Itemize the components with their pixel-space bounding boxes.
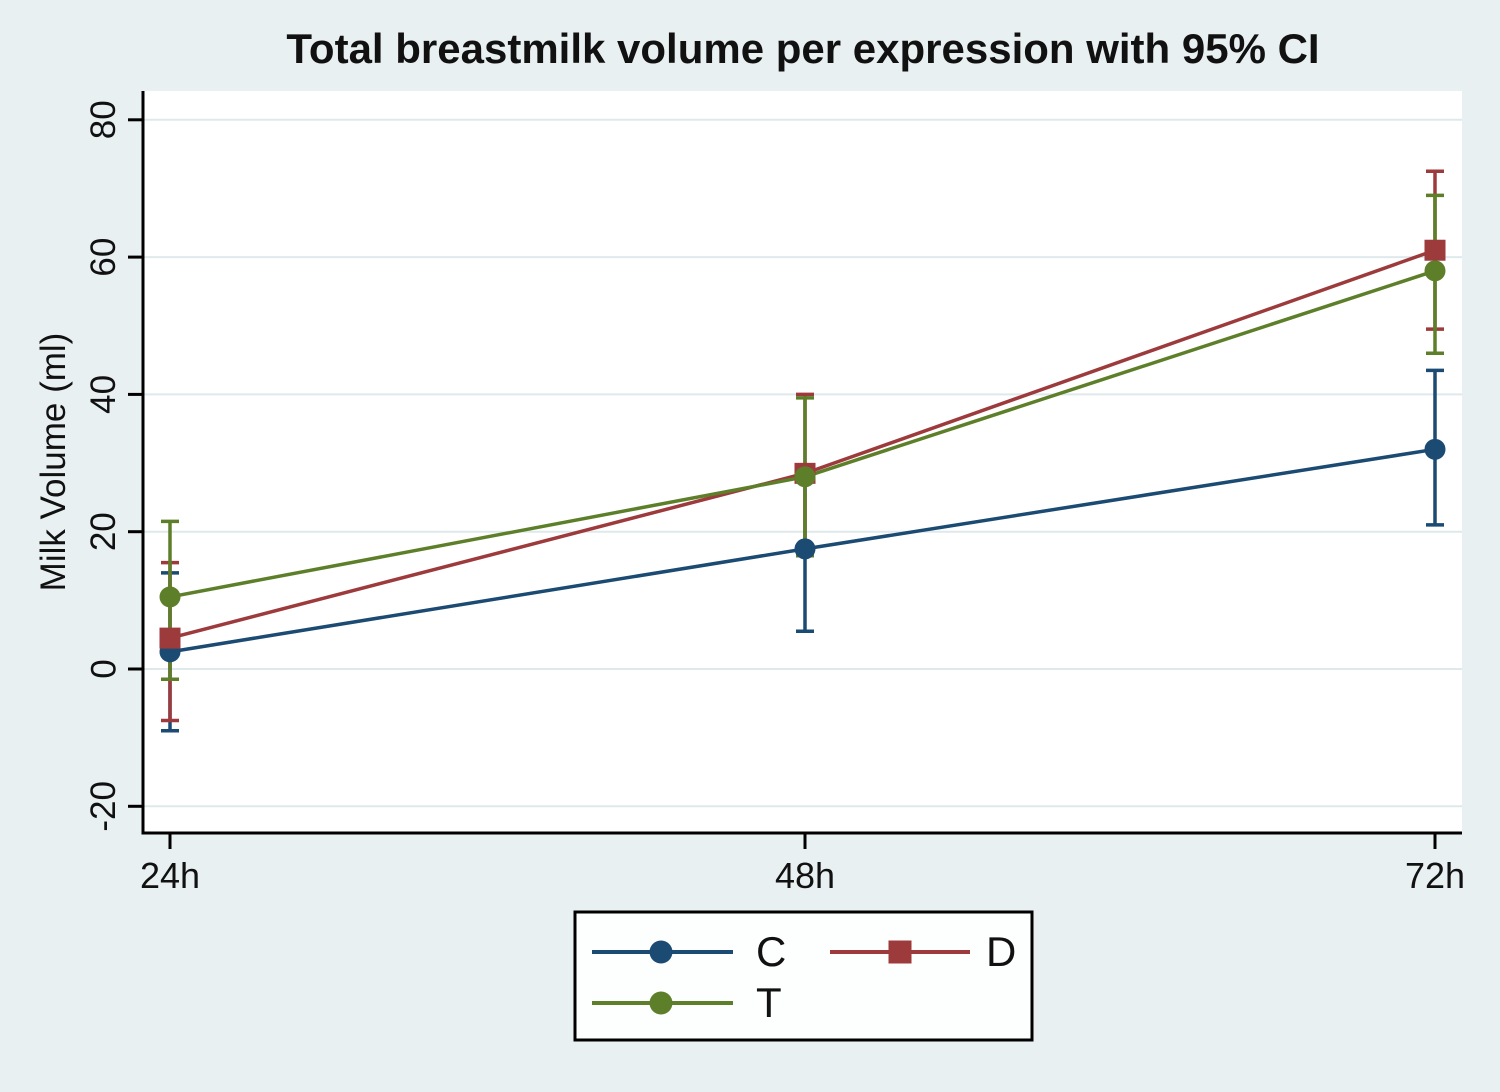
legend-entry-T: T <box>592 979 782 1026</box>
legend-marker-T <box>649 991 673 1015</box>
marker-C-72h <box>1424 438 1446 460</box>
marker-D-72h <box>1424 239 1446 261</box>
legend: C D T <box>573 910 1034 1042</box>
y-axis-title: Milk Volume (ml) <box>34 333 73 592</box>
y-tick-label-0: 0 <box>84 659 123 678</box>
y-tick-label-40: 40 <box>84 375 123 414</box>
x-tick-label-48h: 48h <box>775 855 835 896</box>
legend-entry-D: D <box>830 928 1016 975</box>
legend-label-C: C <box>756 928 786 975</box>
marker-T-24h <box>159 586 181 608</box>
marker-C-48h <box>794 538 816 560</box>
x-tick-label-72h: 72h <box>1405 855 1465 896</box>
marker-T-72h <box>1424 260 1446 282</box>
legend-box <box>573 910 1034 1042</box>
marker-T-48h <box>794 466 816 488</box>
legend-entry-C: C <box>592 928 786 975</box>
series-markers-layer <box>159 239 1446 663</box>
y-tick-label-80: 80 <box>84 100 123 139</box>
x-tick-label-24h: 24h <box>140 855 200 896</box>
legend-entries: C D T <box>592 928 1016 1026</box>
legend-marker-D <box>888 940 912 964</box>
marker-D-24h <box>159 627 181 649</box>
chart-title: Total breastmilk volume per expression w… <box>286 25 1319 72</box>
plot-area <box>143 91 1462 833</box>
legend-label-D: D <box>986 928 1016 975</box>
legend-marker-C <box>649 940 673 964</box>
y-axis-ticks: 80 60 40 20 0 -20 <box>84 100 143 832</box>
legend-label-T: T <box>756 979 782 1026</box>
y-tick-label-20: 20 <box>84 512 123 551</box>
y-tick-label--20: -20 <box>84 781 123 832</box>
x-axis-ticks: 24h 48h 72h <box>140 833 1465 896</box>
y-tick-label-60: 60 <box>84 238 123 277</box>
